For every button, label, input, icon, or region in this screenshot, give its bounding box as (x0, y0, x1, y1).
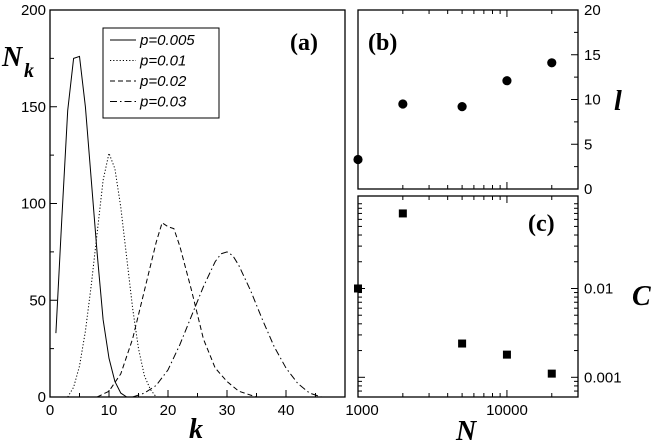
panel-a-ytick-label: 50 (29, 292, 46, 309)
panel-b-ytick-label: 15 (584, 47, 601, 64)
legend-label-p=0.01: p=0.01 (139, 53, 186, 70)
series-line-p=0.03 (132, 251, 322, 398)
panel-c-ylabel: C (632, 281, 651, 312)
panel-c-point (502, 350, 511, 359)
panel-a-xlabel: k (189, 414, 203, 444)
panel-a-xtick-label: 30 (219, 402, 236, 419)
panel-a-xtick-label: 20 (160, 402, 177, 419)
panel-a-ylabel-sub: k (24, 60, 34, 82)
panel-a-ytick-label: 100 (21, 196, 46, 213)
panel-a-ylabel-main: N (1, 42, 24, 73)
panel-b-ytick-label: 5 (584, 136, 592, 153)
panel-b-point (502, 76, 512, 86)
panel-a-ytick-label: 150 (21, 99, 46, 116)
panel-a-xtick-label: 10 (101, 402, 118, 419)
panel-c-label: (c) (528, 211, 555, 237)
panel-b-label: (b) (368, 30, 397, 56)
panel-c-xlabel: N (455, 416, 478, 444)
series-line-p=0.02 (96, 222, 257, 398)
panel-b-ytick-label: 0 (584, 181, 592, 198)
panel-b-ytick-label: 10 (584, 92, 601, 109)
panel-a-ytick-label: 0 (38, 389, 46, 406)
panel-c-frame (357, 195, 579, 398)
panel-b-point (398, 99, 408, 109)
panel-c-xtick-label: 1000 (345, 402, 378, 419)
panel-a-ytick-label: 200 (21, 2, 46, 19)
legend-label-p=0.03: p=0.03 (139, 94, 187, 111)
panel-b-point (547, 58, 557, 68)
panel-c-ytick-label: 0.01 (584, 280, 613, 297)
panel-b-point (457, 102, 467, 112)
legend-label-p=0.02: p=0.02 (139, 73, 187, 90)
panel-a-label: (a) (290, 30, 318, 56)
panel-c-ytick-label: 0.001 (584, 369, 622, 386)
panel-a-xtick-label: 0 (46, 402, 54, 419)
panel-a-xtick-label: 40 (278, 402, 295, 419)
panel-b-ylabel: l (614, 86, 622, 117)
panel-c-point (398, 209, 407, 218)
legend-box (102, 27, 220, 119)
panel-c-point (547, 369, 556, 378)
series-line-p=0.005 (55, 55, 127, 398)
panel-b-point (353, 154, 363, 165)
panel-c-point (458, 339, 467, 348)
panel-c-point (354, 284, 362, 293)
panel-c-xtick-label: 10000 (486, 402, 528, 419)
panel-b-ytick-label: 20 (584, 2, 601, 19)
legend-label-p=0.005: p=0.005 (139, 32, 195, 49)
series-line-p=0.01 (67, 151, 157, 398)
